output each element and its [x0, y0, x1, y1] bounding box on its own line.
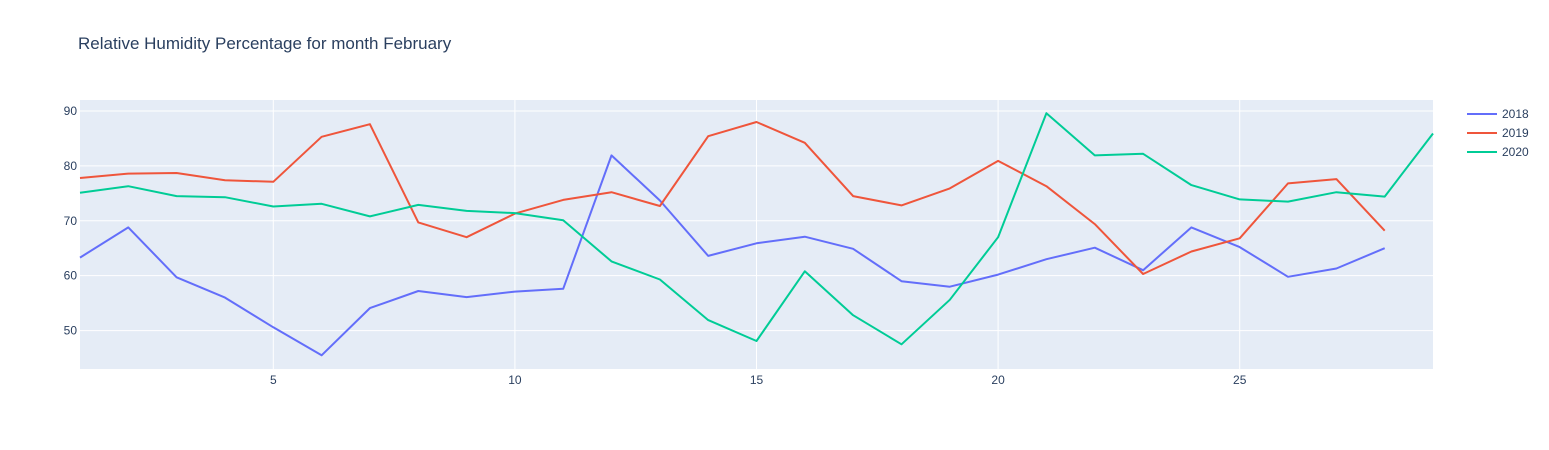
x-tick-label: 25 [1233, 373, 1247, 387]
series-lines [79, 112, 1434, 357]
x-tick-label: 10 [508, 373, 522, 387]
legend-label-2018[interactable]: 2018 [1502, 107, 1529, 121]
series-line-2018 [79, 154, 1386, 357]
x-tick-label: 5 [270, 373, 277, 387]
y-tick-label: 90 [64, 104, 78, 118]
legend-label-2019[interactable]: 2019 [1502, 126, 1529, 140]
y-tick-label: 80 [64, 159, 78, 173]
series-line-2020 [79, 112, 1434, 346]
y-axis-ticks: 50 60 70 80 90 [64, 104, 78, 338]
x-tick-label: 20 [991, 373, 1005, 387]
y-tick-label: 70 [64, 214, 78, 228]
chart-title: Relative Humidity Percentage for month F… [78, 34, 452, 53]
series-line-2019 [79, 121, 1386, 275]
y-tick-label: 50 [64, 324, 78, 338]
legend: 2018 2019 2020 [1467, 107, 1529, 159]
x-tick-label: 15 [750, 373, 764, 387]
y-tick-label: 60 [64, 269, 78, 283]
gridlines [80, 100, 1433, 369]
legend-label-2020[interactable]: 2020 [1502, 145, 1529, 159]
x-axis-ticks: 5 10 15 20 25 [270, 373, 1247, 387]
